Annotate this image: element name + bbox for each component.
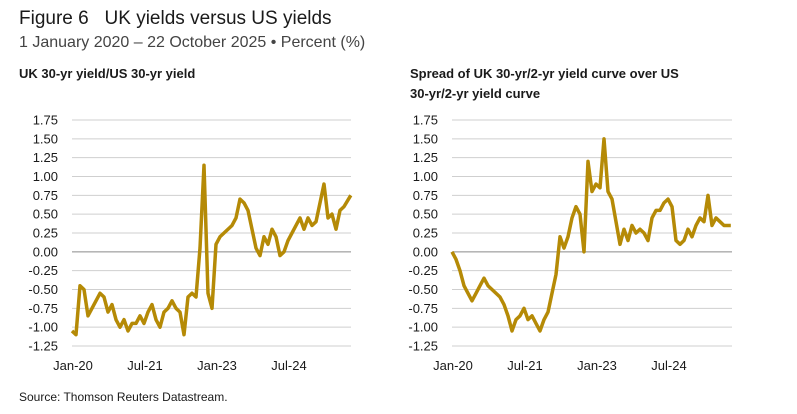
y-tick-label: -0.50 [28, 282, 58, 297]
y-tick-label: 0.75 [413, 188, 438, 203]
left-chart-title: UK 30-yr yield/US 30-yr yield [19, 66, 196, 81]
y-tick-label: -1.25 [28, 339, 58, 354]
y-tick-label: 1.75 [33, 113, 58, 128]
y-tick-label: 1.25 [33, 150, 58, 165]
y-tick-label: 0.50 [33, 207, 58, 222]
y-tick-label: 1.00 [33, 169, 58, 184]
right-chart-title: Spread of UK 30-yr/2-yr yield curve over… [410, 66, 679, 101]
x-tick-label: Jan-20 [433, 358, 473, 373]
x-tick-label: Jul-21 [507, 358, 542, 373]
series-line [70, 163, 353, 337]
x-tick-label: Jan-23 [577, 358, 617, 373]
source-note: Source: Thomson Reuters Datastream. [19, 390, 228, 404]
y-tick-label: 1.75 [413, 113, 438, 128]
y-tick-label: 1.00 [413, 169, 438, 184]
figure-subtitle: 1 January 2020 – 22 October 2025 • Perce… [19, 34, 366, 51]
left-chart: 1.75 1.50 1.25 1.00 0.75 0.50 0.25 0.00 -0.25 -0.… [28, 113, 353, 373]
y-tick-label: 0.00 [33, 244, 58, 259]
figure-title: Figure 6 UK yields versus US yields [19, 8, 332, 29]
y-tick-label: -0.25 [408, 263, 438, 278]
y-tick-label: 1.50 [413, 131, 438, 146]
y-tick-label: 0.00 [413, 244, 438, 259]
x-tick-label: Jul-21 [127, 358, 162, 373]
x-tick-label: Jul-24 [651, 358, 686, 373]
y-tick-label: -1.00 [28, 320, 58, 335]
right-chart: 1.75 1.50 1.25 1.00 0.75 0.50 0.25 0.00 -0.25 -0.… [408, 113, 732, 373]
y-tick-label: 1.50 [33, 131, 58, 146]
y-tick-label: -1.25 [408, 339, 438, 354]
y-tick-label: 0.25 [33, 226, 58, 241]
series-line [450, 137, 731, 333]
y-tick-label: -1.00 [408, 320, 438, 335]
y-tick-label: 0.25 [413, 226, 438, 241]
y-tick-label: 0.50 [413, 207, 438, 222]
y-tick-label: -0.75 [408, 301, 438, 316]
y-tick-label: -0.25 [28, 263, 58, 278]
x-tick-label: Jan-23 [197, 358, 237, 373]
y-tick-label: -0.75 [28, 301, 58, 316]
x-tick-label: Jan-20 [53, 358, 93, 373]
x-tick-label: Jul-24 [271, 358, 306, 373]
y-tick-label: 1.25 [413, 150, 438, 165]
y-tick-label: -0.50 [408, 282, 438, 297]
y-tick-label: 0.75 [33, 188, 58, 203]
